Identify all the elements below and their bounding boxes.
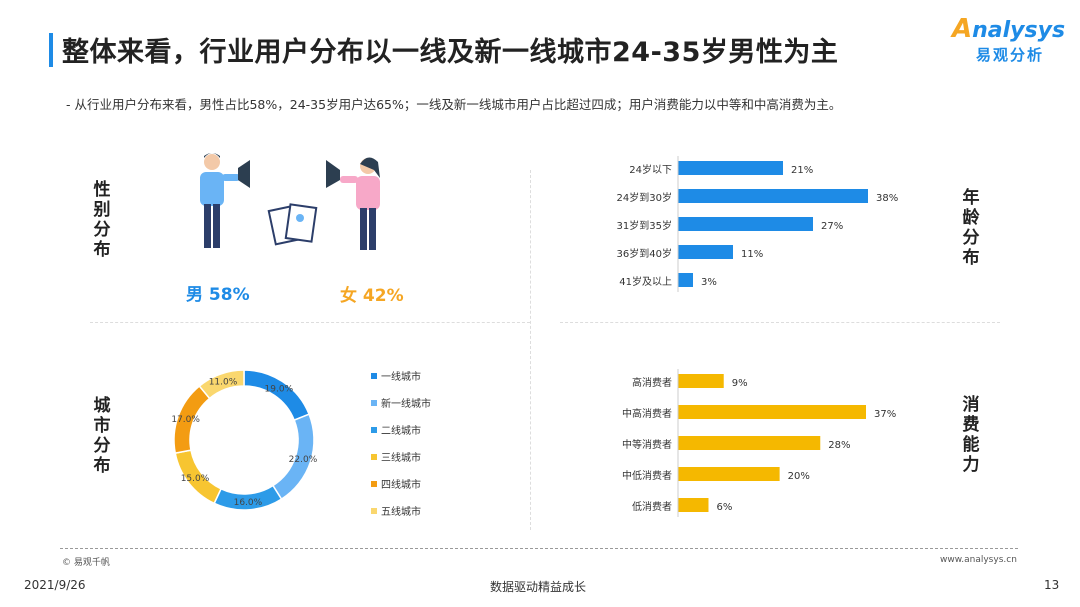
category-label: 36岁到40岁 <box>617 247 672 260</box>
male-figure-icon <box>200 153 250 248</box>
logo-letter: A <box>952 14 973 44</box>
gender-illustration <box>200 153 380 250</box>
section-label-consumption: 消费能力 <box>962 395 980 475</box>
legend-label: 二线城市 <box>381 426 421 437</box>
data-label: 9% <box>732 378 748 389</box>
footer-source: © 易观千帆 <box>62 558 110 568</box>
data-label: 3% <box>701 277 717 288</box>
profile-cards-icon <box>267 203 318 246</box>
section-label-gender: 性别分布 <box>93 180 111 260</box>
legend-item: 五线城市 <box>371 497 431 524</box>
data-label: 6% <box>716 502 732 513</box>
bar <box>678 273 693 287</box>
footer-url[interactable]: www.analysys.cn <box>940 555 1017 565</box>
category-label: 中低消费者 <box>622 469 672 482</box>
category-label: 中等消费者 <box>622 438 672 451</box>
slice-label: 22.0% <box>289 455 318 465</box>
data-label: 21% <box>791 165 813 176</box>
female-figure-icon <box>326 157 380 250</box>
category-label: 中高消费者 <box>622 407 672 420</box>
data-label: 27% <box>821 221 843 232</box>
title-accent-bar <box>49 33 53 67</box>
legend-label: 四线城市 <box>381 480 421 491</box>
bar <box>678 189 868 203</box>
bar <box>678 498 709 512</box>
legend-swatch <box>371 453 377 460</box>
legend-swatch <box>371 480 377 487</box>
footer-divider <box>60 548 1018 549</box>
legend-swatch <box>371 372 377 379</box>
page-number: 13 <box>1044 578 1060 592</box>
slice-label: 19.0% <box>265 385 294 395</box>
divider <box>530 170 531 530</box>
legend-item: 新一线城市 <box>371 389 431 416</box>
slice-label: 11.0% <box>209 378 238 388</box>
legend-item: 三线城市 <box>371 443 431 470</box>
bar <box>678 245 733 259</box>
divider <box>560 322 1000 323</box>
slice-label: 17.0% <box>171 415 200 425</box>
slice-label: 16.0% <box>234 498 263 508</box>
data-label: 28% <box>828 440 850 451</box>
legend-label: 一线城市 <box>381 372 421 383</box>
bar <box>678 467 780 481</box>
data-label: 20% <box>788 471 810 482</box>
bar <box>678 436 821 450</box>
footer-slogan: 数据驱动精益成长 <box>490 580 587 594</box>
city-donut-chart: 19.0% 22.0% 16.0% 15.0% 17.0% 11.0% <box>171 369 318 511</box>
consumption-bar-chart: 高消费者 9% 中高消费者 37% 中等消费者 28% 中低消费者 20% 低消费者 6% <box>622 369 896 517</box>
age-bar-chart: 24岁以下 21% 24岁到30岁 38% 31岁到35岁 27% 36岁到40岁 11% 41… <box>617 156 898 292</box>
data-label: 37% <box>874 409 896 420</box>
section-label-city: 城市分布 <box>93 396 111 476</box>
section-label-age: 年龄分布 <box>962 188 980 268</box>
slice-label: 15.0% <box>181 474 210 484</box>
category-label: 低消费者 <box>632 500 672 513</box>
donut-slice <box>243 369 311 422</box>
data-label: 38% <box>876 193 898 204</box>
legend-swatch <box>371 507 377 514</box>
category-label: 24岁以下 <box>629 163 672 176</box>
page-title: 整体来看，行业用户分布以一线及新一线城市24-35岁男性为主 <box>62 37 839 68</box>
donut-slice <box>198 369 245 400</box>
analysys-logo: Analysys 易观分析 <box>952 14 1066 70</box>
bar <box>678 405 866 419</box>
legend-label: 五线城市 <box>381 507 421 518</box>
category-label: 24岁到30岁 <box>617 191 672 204</box>
legend-swatch <box>371 399 377 406</box>
summary-text: - 从行业用户分布来看，男性占比58%，24-35岁用户达65%；一线及新一线城… <box>66 97 842 112</box>
legend-label: 三线城市 <box>381 453 421 464</box>
legend-item: 二线城市 <box>371 416 431 443</box>
legend-item: 四线城市 <box>371 470 431 497</box>
male-share-label: 男 58% <box>186 285 250 305</box>
bar <box>678 374 724 388</box>
female-share-label: 女 42% <box>340 286 404 306</box>
footer-date: 2021/9/26 <box>24 578 86 592</box>
divider <box>90 322 530 323</box>
logo-wordmark: nalysys <box>972 18 1066 43</box>
bar <box>678 217 813 231</box>
city-legend: 一线城市新一线城市二线城市三线城市四线城市五线城市 <box>371 362 431 524</box>
data-label: 11% <box>741 249 763 260</box>
bar <box>678 161 783 175</box>
category-label: 41岁及以上 <box>619 275 672 288</box>
legend-item: 一线城市 <box>371 362 431 389</box>
category-label: 高消费者 <box>632 376 672 389</box>
logo-chinese: 易观分析 <box>976 46 1045 64</box>
legend-label: 新一线城市 <box>381 399 431 410</box>
category-label: 31岁到35岁 <box>617 219 672 232</box>
legend-swatch <box>371 426 377 433</box>
